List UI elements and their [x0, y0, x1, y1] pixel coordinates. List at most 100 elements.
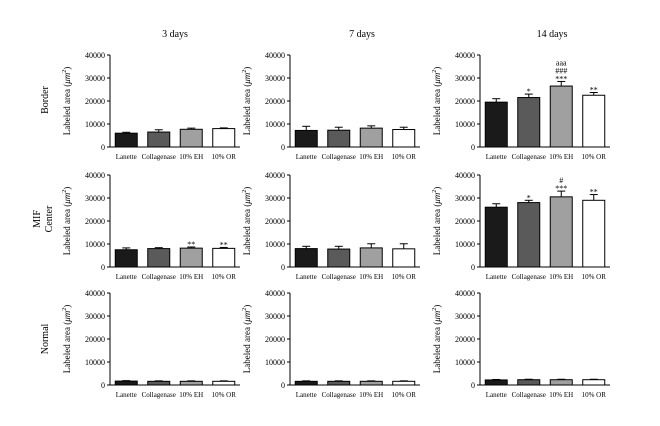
- y-tick-label: 0: [471, 263, 475, 272]
- bar-10-eh: [359, 247, 383, 268]
- significance-label: *: [527, 87, 531, 96]
- bar-lanette: [294, 380, 318, 386]
- y-tick-label: 10000: [455, 240, 475, 249]
- bar-10-or: [212, 380, 236, 386]
- y-tick-label: 20000: [455, 217, 475, 226]
- significance-label: aaa: [556, 58, 567, 67]
- x-tick-label: Collagenase: [512, 153, 546, 161]
- y-tick-label: 30000: [265, 194, 285, 203]
- x-tick-label: Collagenase: [142, 273, 176, 281]
- x-tick-label: Collagenase: [512, 273, 546, 281]
- column-title-14-days: 14 days: [537, 29, 568, 40]
- bar-10-or: [582, 94, 606, 148]
- y-tick-label: 30000: [455, 194, 475, 203]
- y-tick-label: 30000: [85, 74, 105, 83]
- x-tick-label: Lanette: [296, 273, 317, 281]
- y-tick-label: 40000: [85, 171, 105, 180]
- x-tick-label: 10% EH: [179, 153, 203, 161]
- x-tick-label: 10% EH: [359, 153, 383, 161]
- y-tick-label: 30000: [455, 74, 475, 83]
- significance-label: #: [559, 176, 563, 185]
- y-tick-label: 40000: [85, 289, 105, 298]
- y-tick-label: 0: [281, 143, 285, 152]
- panel-2-1: 0 10000 20000 30000 40000 Labeled area (μm2) L…: [62, 171, 240, 281]
- bar-collagenase: [517, 202, 541, 268]
- significance-label: *: [527, 193, 531, 202]
- y-tick-label: 10000: [85, 358, 105, 367]
- bar-lanette: [484, 206, 508, 268]
- x-tick-label: 10% OR: [392, 391, 417, 399]
- y-tick-label: 0: [101, 143, 105, 152]
- x-tick-label: 10% OR: [582, 153, 607, 161]
- bar-10-or: [212, 128, 236, 148]
- significance-label: ###: [555, 66, 567, 75]
- row-title-center: Center: [44, 205, 55, 232]
- x-tick-label: 10% OR: [392, 273, 417, 281]
- y-tick-label: 20000: [85, 97, 105, 106]
- bar-collagenase: [517, 97, 541, 148]
- y-tick-label: 0: [471, 381, 475, 390]
- y-tick-label: 30000: [85, 194, 105, 203]
- y-tick-label: 30000: [455, 312, 475, 321]
- x-tick-label: 10% EH: [359, 391, 383, 399]
- bar-collagenase: [517, 379, 541, 386]
- y-tick-label: 40000: [265, 171, 285, 180]
- bar-lanette: [294, 248, 318, 268]
- x-tick-label: Lanette: [486, 273, 507, 281]
- y-tick-label: 10000: [265, 240, 285, 249]
- x-tick-label: 10% OR: [212, 273, 237, 281]
- bar-lanette: [484, 101, 508, 148]
- y-axis-label: Labeled area (μm2): [242, 187, 252, 256]
- y-tick-label: 20000: [455, 335, 475, 344]
- y-tick-label: 40000: [85, 51, 105, 60]
- panel-3-3: 0 10000 20000 30000 40000 Labeled area (μm2) L…: [432, 289, 610, 399]
- y-tick-label: 30000: [265, 312, 285, 321]
- y-tick-label: 10000: [85, 120, 105, 129]
- significance-label: **: [590, 85, 598, 94]
- y-axis-label: Labeled area (μm2): [242, 305, 252, 374]
- panel-2-2: 0 10000 20000 30000 40000 Labeled area (μm2) L…: [242, 171, 420, 281]
- x-tick-label: Collagenase: [142, 153, 176, 161]
- bar-10-eh: [549, 379, 573, 386]
- x-tick-label: Collagenase: [322, 391, 356, 399]
- row-title-mif: MIF: [32, 210, 43, 228]
- y-tick-label: 10000: [85, 240, 105, 249]
- bar-collagenase: [327, 248, 351, 268]
- y-tick-label: 10000: [455, 358, 475, 367]
- y-axis-label: Labeled area (μm2): [62, 67, 72, 136]
- bar-lanette: [484, 379, 508, 386]
- bar-10-or: [212, 247, 236, 268]
- bar-lanette: [114, 380, 138, 386]
- y-tick-label: 40000: [265, 51, 285, 60]
- x-tick-label: Lanette: [296, 153, 317, 161]
- x-tick-label: Collagenase: [512, 391, 546, 399]
- panel-3-1: 0 10000 20000 30000 40000 Labeled area (μm2) L…: [62, 289, 240, 399]
- y-tick-label: 0: [101, 263, 105, 272]
- bar-10-eh: [179, 380, 203, 386]
- x-tick-label: Collagenase: [142, 391, 176, 399]
- y-tick-label: 40000: [265, 289, 285, 298]
- column-title-7-days: 7 days: [349, 29, 375, 40]
- y-tick-label: 30000: [265, 74, 285, 83]
- x-tick-label: 10% EH: [549, 273, 573, 281]
- y-tick-label: 0: [281, 263, 285, 272]
- panel-1-2: 0 10000 20000 30000 40000 Labeled area (μm2) L…: [242, 51, 420, 161]
- y-axis-label: Labeled area (μm2): [432, 305, 442, 374]
- x-tick-label: 10% OR: [212, 391, 237, 399]
- y-axis-label: Labeled area (μm2): [62, 305, 72, 374]
- bar-10-eh: [179, 128, 203, 148]
- panels: 0 10000 20000 30000 40000 Labeled area (μm2) L…: [62, 51, 610, 399]
- x-tick-label: Lanette: [296, 391, 317, 399]
- y-tick-label: 40000: [455, 171, 475, 180]
- panel-1-1: 0 10000 20000 30000 40000 Labeled area (μm2) L…: [62, 51, 240, 161]
- row-titles: Border MIF Center Normal: [32, 85, 55, 354]
- bar-collagenase: [327, 129, 351, 148]
- y-tick-label: 10000: [265, 358, 285, 367]
- y-tick-label: 20000: [85, 335, 105, 344]
- bar-collagenase: [147, 380, 171, 386]
- x-tick-label: Collagenase: [322, 273, 356, 281]
- significance-label: ***: [555, 74, 567, 83]
- y-tick-label: 20000: [85, 217, 105, 226]
- bar-10-eh: [549, 85, 573, 148]
